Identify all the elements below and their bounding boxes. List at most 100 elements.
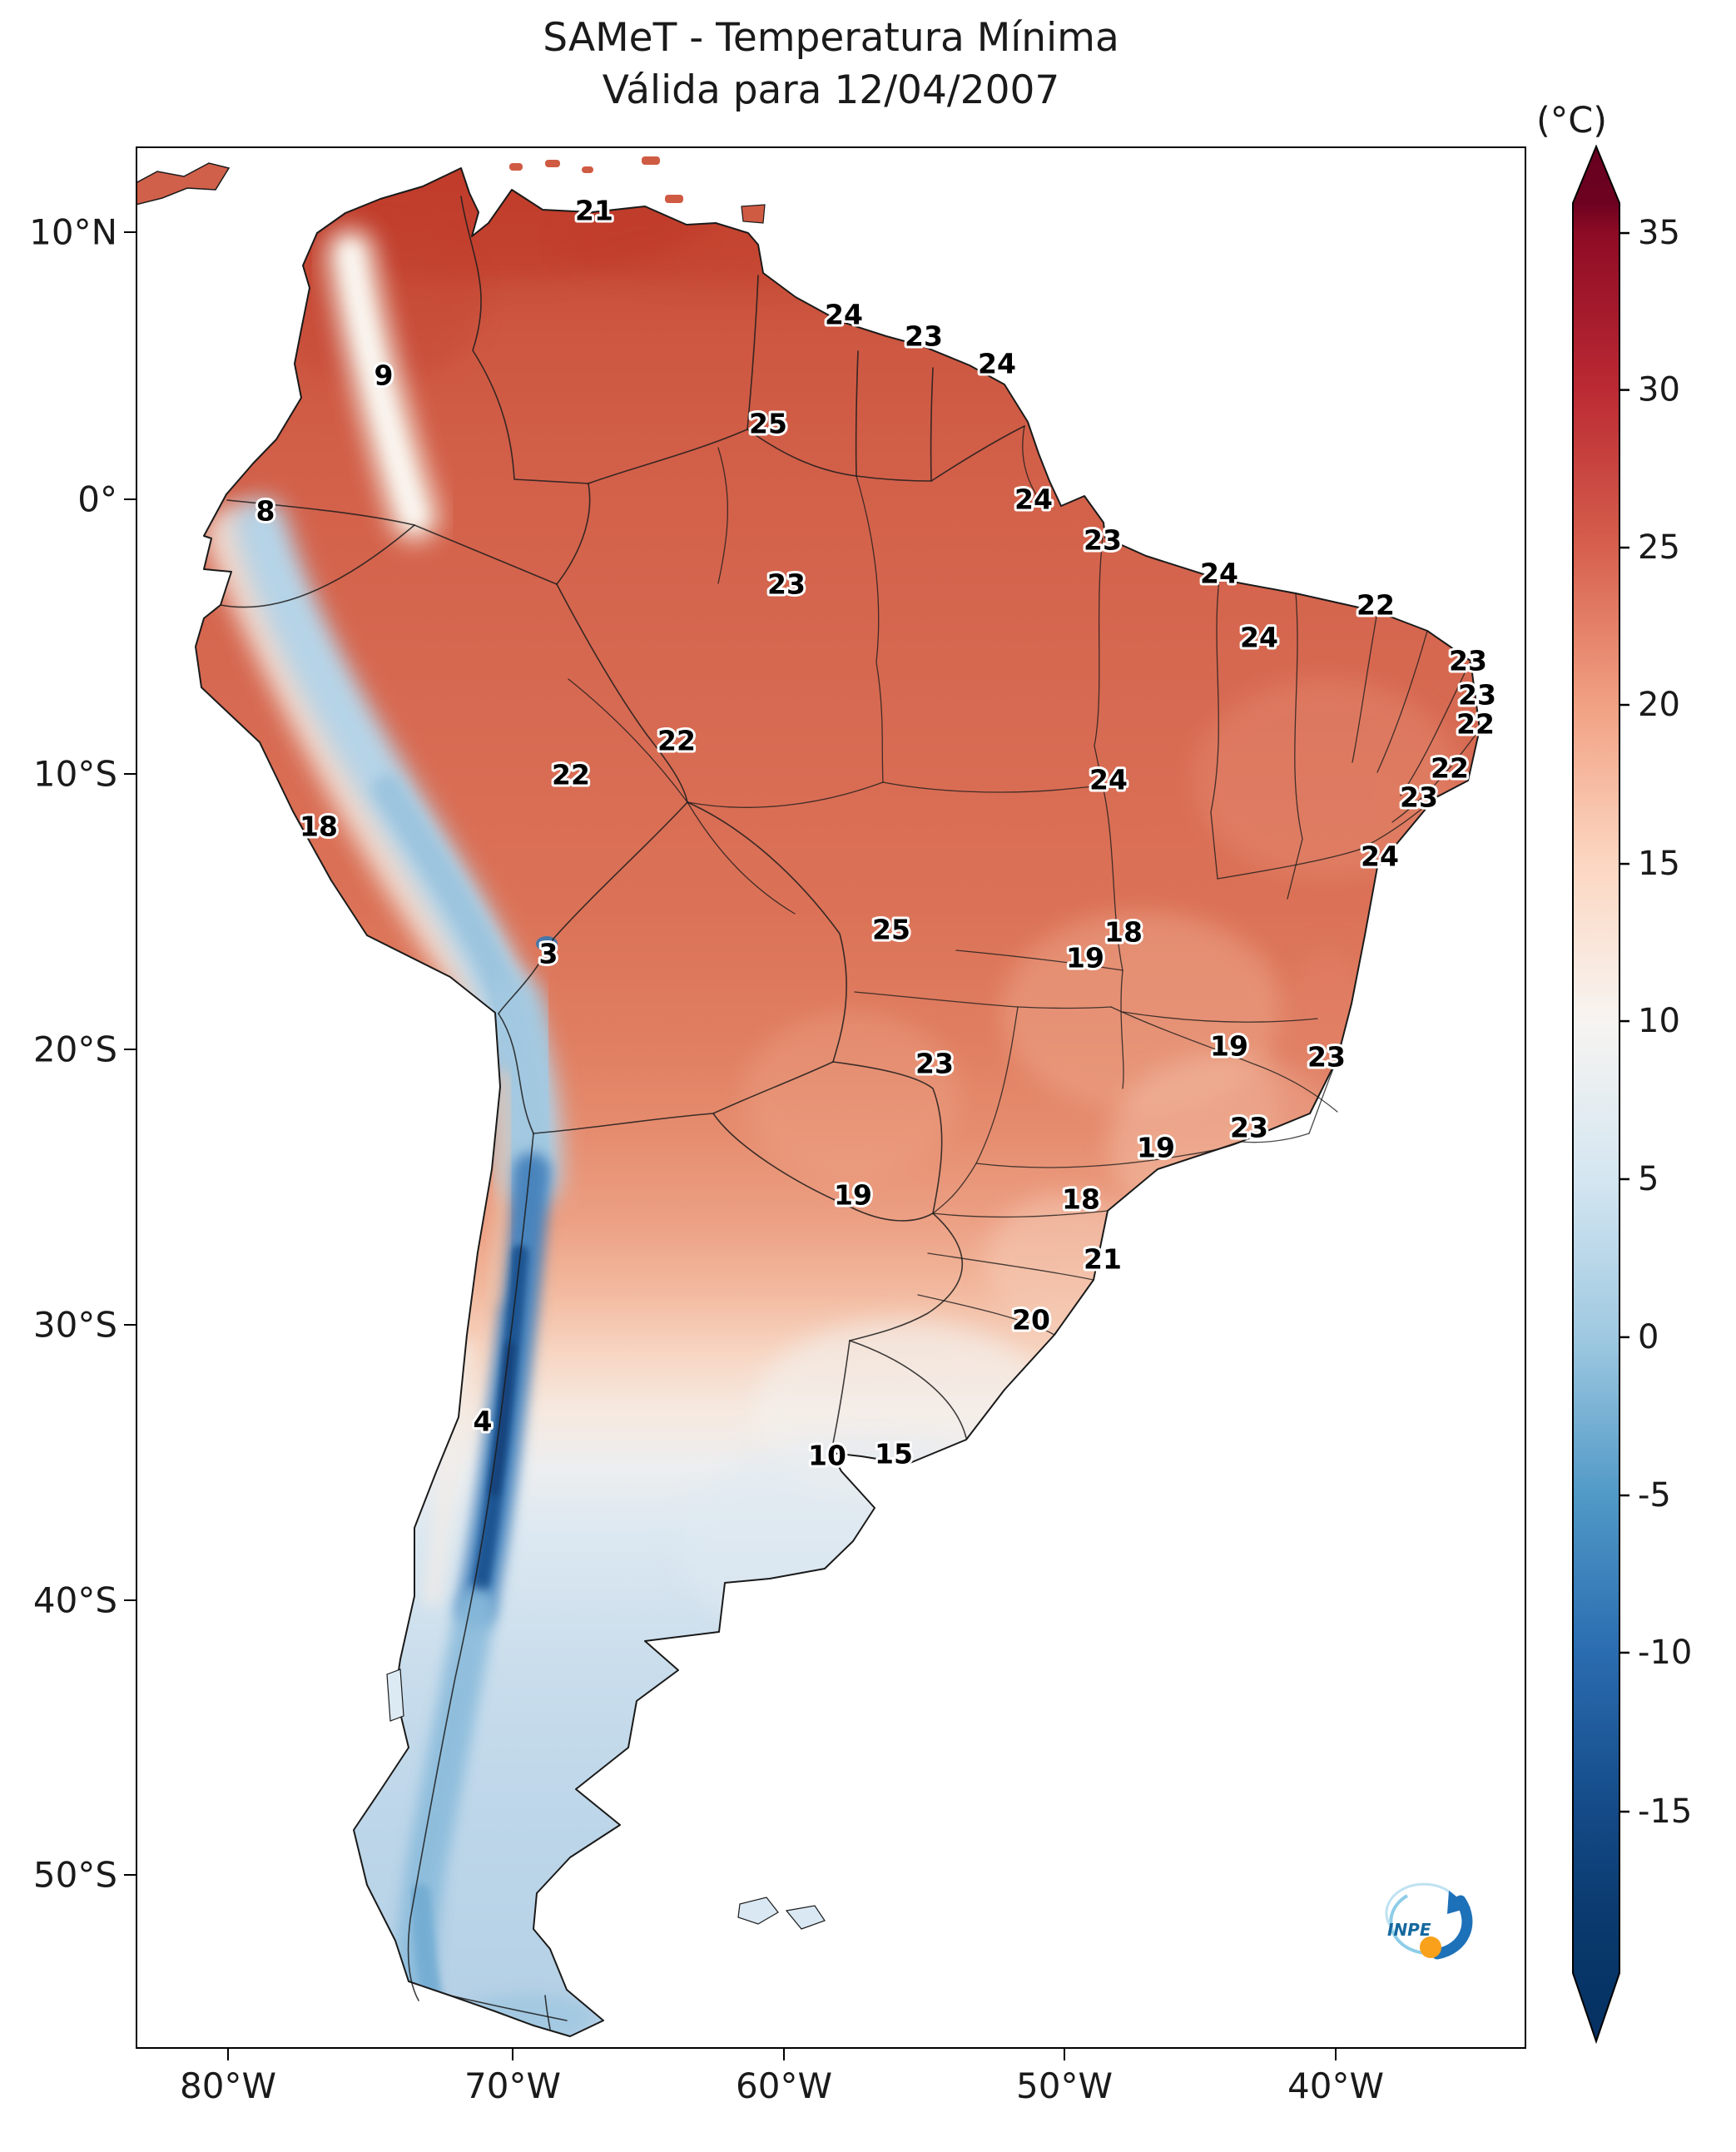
temp-label: 21 bbox=[575, 195, 613, 227]
temp-label: 20 bbox=[1012, 1304, 1050, 1336]
colorbar-tick-label: 0 bbox=[1638, 1318, 1659, 1356]
x-axis-tick-label: 60°W bbox=[736, 2065, 832, 2106]
y-axis-tick bbox=[124, 1874, 136, 1876]
temp-label: 23 bbox=[1084, 524, 1122, 557]
temp-label: 24 bbox=[1089, 764, 1128, 796]
y-axis-tick-label: 50°S bbox=[32, 1854, 117, 1896]
chart-title-line1: SAMeT - Temperatura Mínima bbox=[543, 15, 1119, 61]
country-borders bbox=[220, 196, 1025, 2030]
temp-label: 21 bbox=[1084, 1243, 1122, 1276]
temp-label: 23 bbox=[1458, 679, 1496, 712]
colorbar: 35 30 25 20 15 10 5 0 -5 -10 -15 bbox=[1572, 144, 1692, 2045]
chart-title: SAMeT - Temperatura Mínima Válida para 1… bbox=[136, 12, 1526, 117]
temp-label: 4 bbox=[474, 1406, 493, 1438]
temp-label: 22 bbox=[1357, 589, 1395, 622]
temp-label: 22 bbox=[552, 759, 590, 791]
state-borders bbox=[568, 425, 1481, 1336]
inpe-logo-dot bbox=[1420, 1936, 1441, 1958]
x-axis-tick-label: 50°W bbox=[1016, 2065, 1113, 2106]
temp-label: 19 bbox=[1137, 1132, 1175, 1164]
temp-label: 24 bbox=[1240, 622, 1278, 654]
margarita-island bbox=[665, 195, 683, 203]
temp-label: 24 bbox=[825, 299, 863, 331]
colorbar-tick-label: 30 bbox=[1638, 371, 1680, 409]
temp-label: 24 bbox=[1200, 558, 1238, 590]
temp-label: 23 bbox=[905, 320, 943, 353]
temp-label: 8 bbox=[256, 495, 275, 528]
altiplano bbox=[471, 974, 571, 1203]
temp-label: 23 bbox=[1400, 781, 1438, 814]
temp-label: 23 bbox=[767, 568, 806, 601]
temp-label: 18 bbox=[1062, 1183, 1100, 1216]
y-axis-tick-label: 40°S bbox=[32, 1579, 117, 1621]
x-axis-tick bbox=[783, 2049, 785, 2060]
colorbar-bar bbox=[1572, 144, 1620, 2045]
y-axis-tick-label: 30°S bbox=[32, 1304, 117, 1346]
y-axis-tick-label: 20°S bbox=[32, 1029, 117, 1070]
trinidad-island bbox=[741, 204, 766, 224]
colorbar-unit-label: (°C) bbox=[1536, 100, 1608, 141]
temp-label: 15 bbox=[875, 1438, 913, 1470]
falkland-island-west bbox=[737, 1897, 779, 1925]
x-axis-tick bbox=[1064, 2049, 1065, 2060]
falkland-island-east bbox=[785, 1905, 826, 1930]
temp-label: 24 bbox=[1014, 483, 1053, 516]
temp-label: 10 bbox=[808, 1440, 846, 1472]
temp-label: 22 bbox=[1456, 708, 1495, 741]
coastline bbox=[195, 167, 1481, 2037]
caribbean-island bbox=[509, 163, 523, 171]
temp-label: 18 bbox=[300, 811, 338, 843]
temp-label: 23 bbox=[1230, 1112, 1268, 1144]
x-axis-tick-label: 40°W bbox=[1287, 2065, 1384, 2106]
colorbar-tick-label: 20 bbox=[1638, 686, 1680, 724]
temp-label: 22 bbox=[657, 725, 696, 757]
y-axis-tick-label: 10°S bbox=[32, 753, 117, 795]
islands bbox=[136, 156, 826, 1930]
colorbar-tick-label: 15 bbox=[1638, 845, 1680, 883]
x-axis-tick-label: 70°W bbox=[464, 2065, 561, 2106]
temp-label: 18 bbox=[1104, 916, 1143, 949]
andes-patagonia bbox=[395, 1589, 496, 2028]
colorbar-ticks: 35 30 25 20 15 10 5 0 -5 -10 -15 bbox=[1619, 214, 1692, 1831]
temp-label: 19 bbox=[1210, 1030, 1248, 1063]
temp-label: 25 bbox=[749, 408, 787, 440]
temp-label: 22 bbox=[1431, 752, 1469, 785]
temp-label: 24 bbox=[1361, 840, 1399, 873]
x-axis-tick bbox=[1335, 2049, 1337, 2060]
plot-frame bbox=[136, 146, 1526, 2049]
colorbar-tick-label: -15 bbox=[1638, 1793, 1692, 1831]
caribbean-island bbox=[642, 156, 660, 165]
temp-label: 23 bbox=[1449, 645, 1487, 677]
colorbar-tick-label: 35 bbox=[1638, 214, 1680, 252]
colorbar-tick-label: 10 bbox=[1638, 1002, 1680, 1040]
y-axis-tick-label: 0° bbox=[77, 478, 117, 520]
inpe-logo: INPE bbox=[1385, 1882, 1473, 1960]
y-axis-tick-label: 10°N bbox=[29, 211, 117, 253]
temp-label: 23 bbox=[1307, 1041, 1346, 1074]
chart-title-line2: Válida para 12/04/2007 bbox=[602, 67, 1060, 114]
temp-label: 9 bbox=[374, 359, 394, 392]
x-axis-tick-label: 80°W bbox=[180, 2065, 276, 2106]
chiloe-island bbox=[386, 1669, 404, 1722]
temp-label: 19 bbox=[834, 1179, 872, 1212]
y-axis-tick bbox=[124, 773, 136, 775]
colorbar-tick-label: -5 bbox=[1638, 1476, 1671, 1515]
colorbar-tick-label: -10 bbox=[1638, 1634, 1692, 1672]
y-axis-tick bbox=[124, 498, 136, 500]
temp-label: 3 bbox=[539, 938, 558, 970]
y-axis-tick bbox=[124, 1049, 136, 1050]
x-axis-tick bbox=[227, 2049, 229, 2060]
inpe-logo-text: INPE bbox=[1387, 1920, 1431, 1940]
y-axis-tick bbox=[124, 231, 136, 233]
y-axis-tick bbox=[124, 1324, 136, 1326]
temp-label: 25 bbox=[872, 914, 910, 946]
colorbar-tick-label: 25 bbox=[1638, 528, 1680, 567]
y-axis-tick bbox=[124, 1599, 136, 1601]
temp-label: 24 bbox=[978, 348, 1016, 380]
temp-label: 23 bbox=[915, 1048, 954, 1080]
caribbean-island bbox=[545, 160, 560, 167]
temp-label: 19 bbox=[1066, 942, 1104, 974]
